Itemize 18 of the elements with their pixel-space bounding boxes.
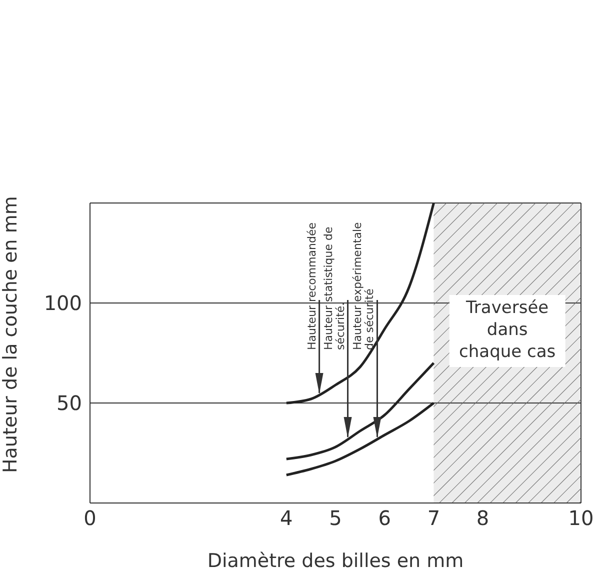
annotation: Hauteur expérimentale de sécurité (351, 222, 376, 350)
x-tick-label: 0 (84, 506, 96, 530)
y-axis-title: Hauteur de la couche en mm (0, 196, 22, 473)
x-tick-label: 6 (378, 506, 391, 530)
x-tick-label: 8 (476, 506, 490, 530)
x-tick-label: 7 (427, 506, 440, 530)
annotation: Hauteur recommandée (305, 222, 318, 350)
band-label: Traversée dans chaque cas (459, 298, 556, 362)
y-tick-label: 50 (56, 391, 82, 416)
line-series (285, 362, 435, 460)
line-series (285, 402, 435, 476)
annotation: Hauteur statistique de sécurité. (322, 226, 347, 350)
x-axis-title: Diamètre des billes en mm (207, 550, 464, 572)
x-tick-label: 5 (329, 506, 342, 530)
x-tick-label: 10 (568, 506, 594, 530)
x-tick-label: 4 (280, 506, 293, 530)
y-tick-label: 100 (44, 291, 82, 316)
line-series (285, 203, 435, 404)
